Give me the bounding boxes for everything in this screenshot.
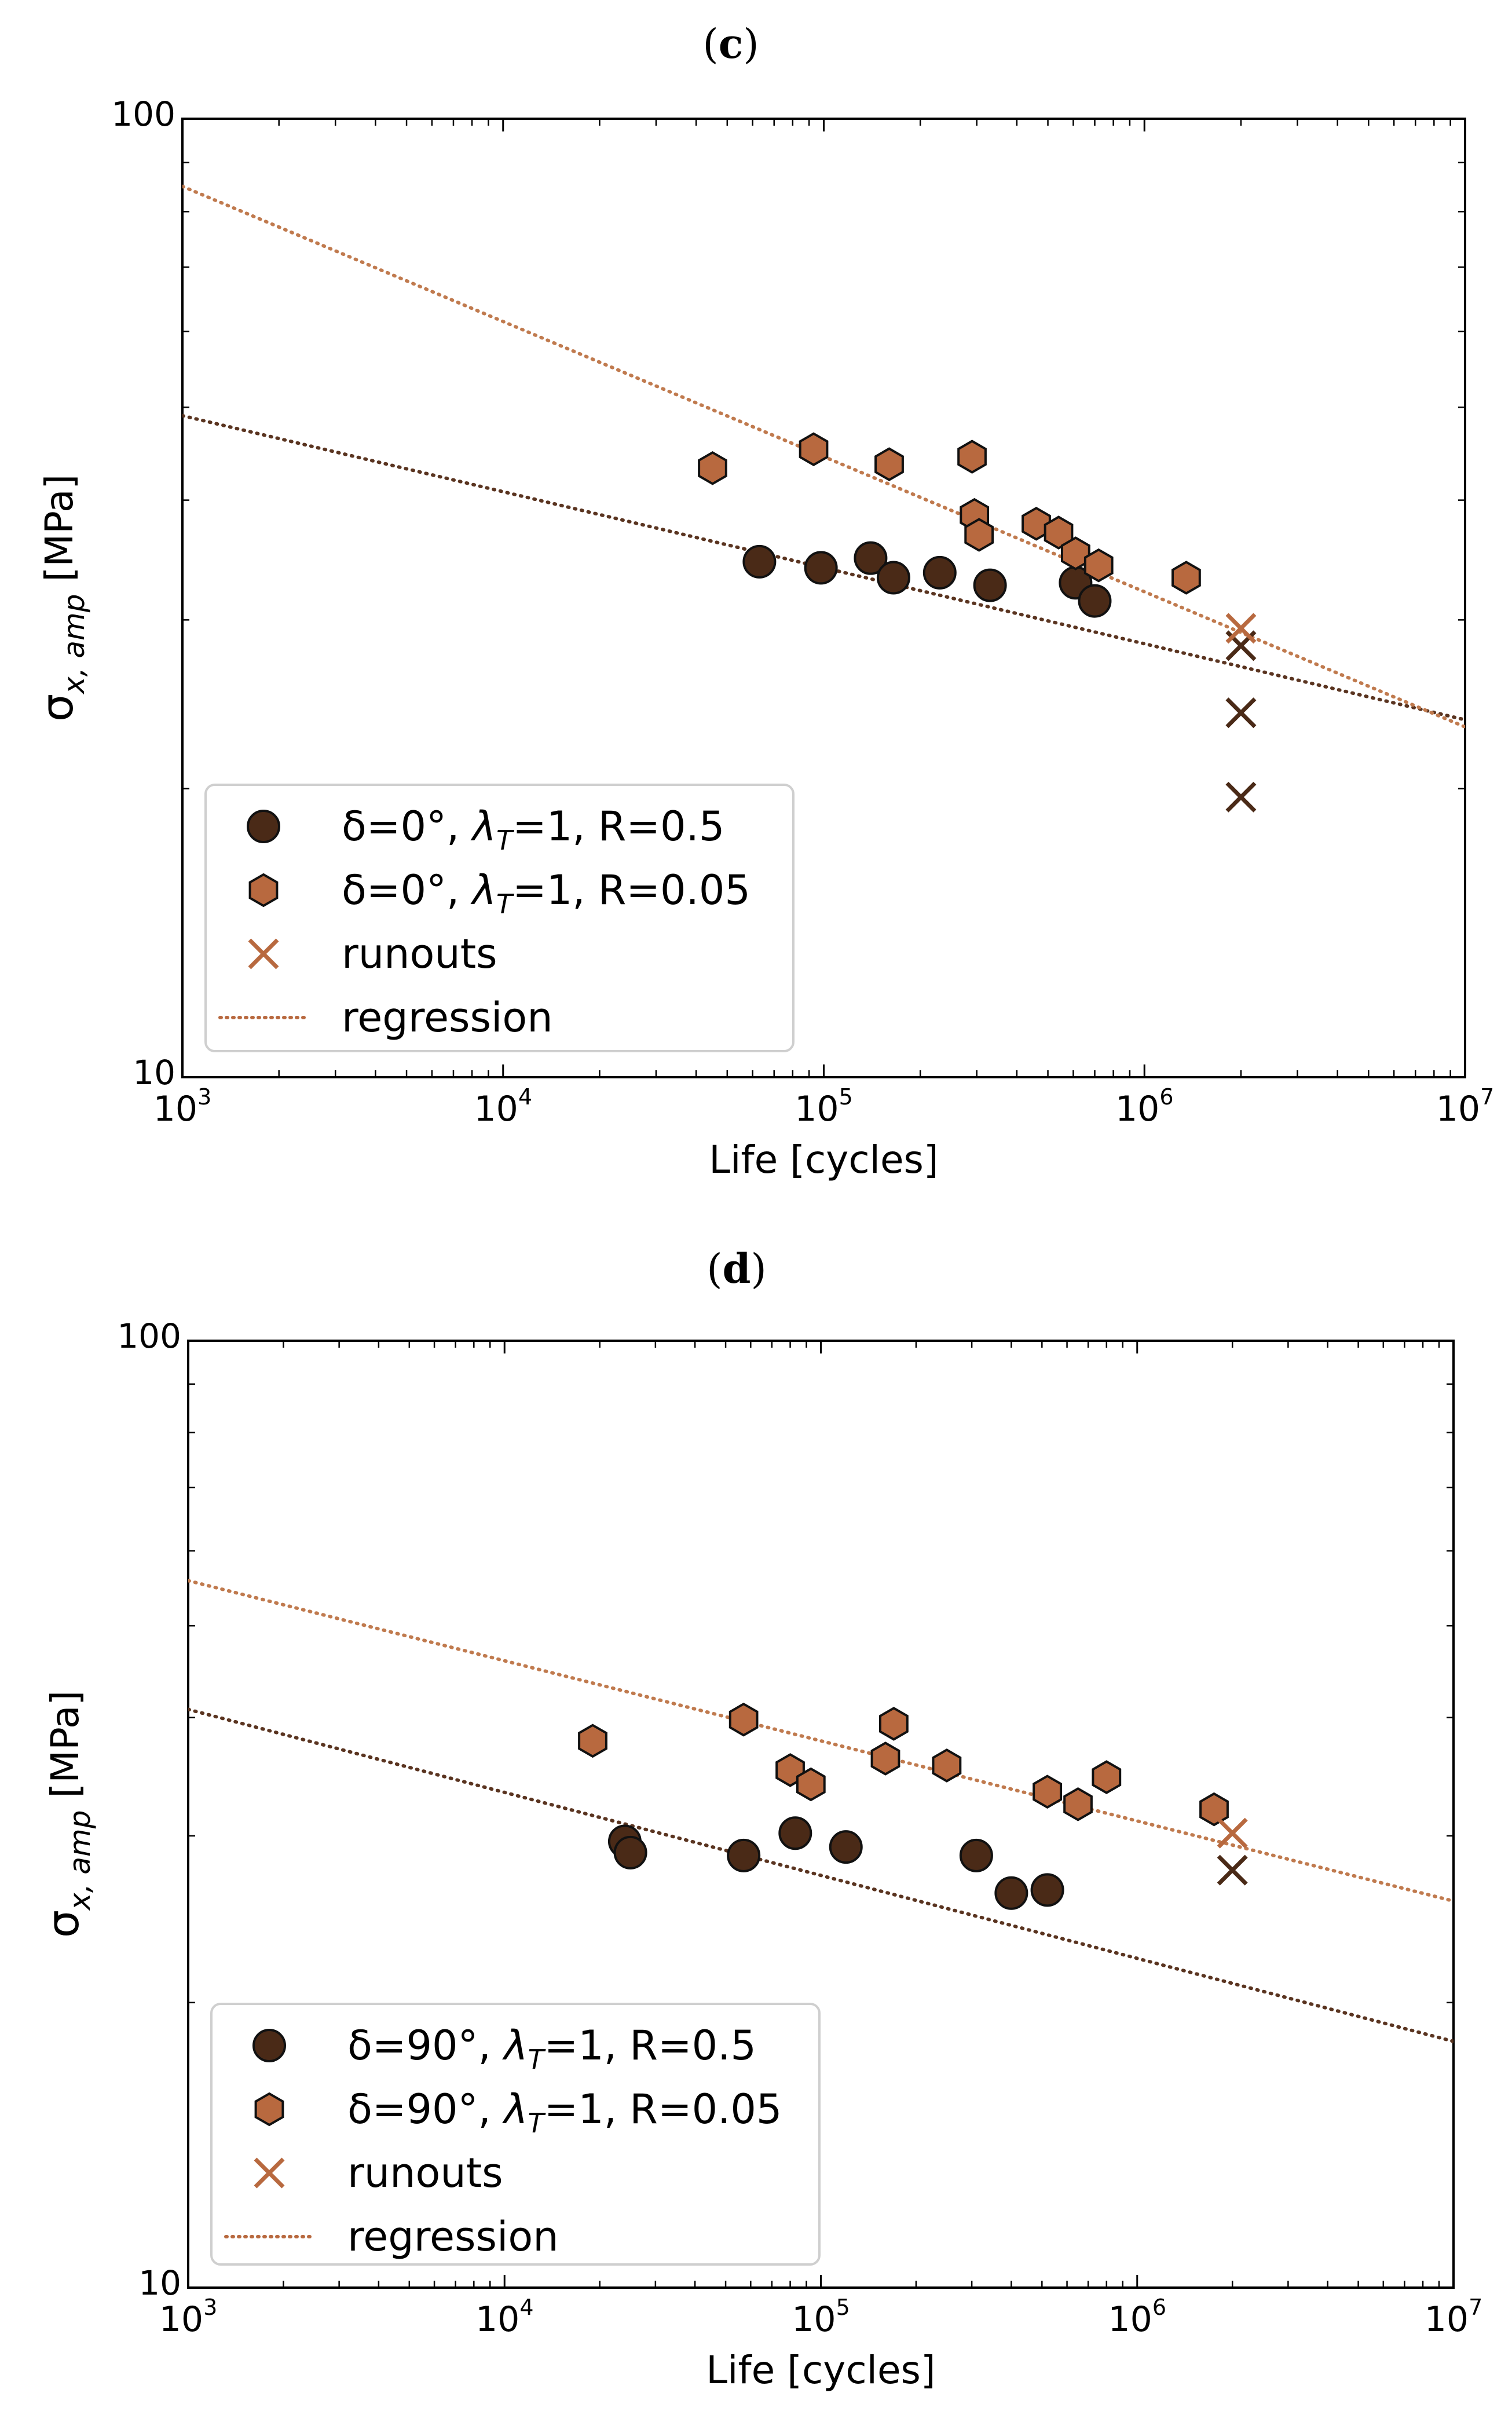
legend-label: runouts <box>347 2149 503 2197</box>
x-tick-label: 103 <box>159 2295 218 2340</box>
y-tick-label: 100 <box>111 94 175 134</box>
data-point <box>727 1838 761 1872</box>
legend-marker <box>254 2092 284 2127</box>
data-point <box>829 1830 863 1864</box>
legend-box <box>210 2003 821 2266</box>
y-tick-label: 100 <box>117 1316 181 1356</box>
legend-marker <box>252 2029 286 2062</box>
runout-marker <box>1217 1817 1248 1849</box>
data-point <box>922 555 957 590</box>
panel-label-c: (c) <box>702 20 759 68</box>
legend-label: δ=90°, λT=1, R=0.05 <box>347 2086 782 2139</box>
runout-marker <box>1217 1854 1248 1886</box>
data-point <box>874 447 904 481</box>
data-point <box>957 440 987 474</box>
legend-label: δ=0°, λT=1, R=0.5 <box>342 803 724 856</box>
data-point <box>973 568 1007 602</box>
data-point <box>964 518 994 552</box>
x-tick-label: 104 <box>474 1084 532 1129</box>
x-tick-label: 105 <box>795 1084 853 1129</box>
data-point <box>799 432 829 467</box>
data-point <box>613 1835 647 1869</box>
legend-marker <box>254 2157 285 2189</box>
data-point <box>1171 561 1201 595</box>
data-point <box>932 1748 962 1783</box>
data-point <box>698 451 727 485</box>
x-tick-label: 105 <box>792 2295 850 2340</box>
data-point <box>804 551 838 585</box>
data-point <box>1033 1775 1062 1809</box>
plot-data <box>182 184 1465 813</box>
y-axis-label: σx, amp [MPa] <box>31 474 91 722</box>
y-axis-label: σx, amp [MPa] <box>37 1691 97 1938</box>
panel-label-d: (d) <box>706 1245 767 1293</box>
data-point <box>1199 1792 1229 1827</box>
legend-marker <box>247 810 280 843</box>
legend-label: regression <box>347 2213 559 2260</box>
data-point <box>742 544 777 579</box>
chart-panel-c: 103 104 105 106 107 10 100 Life [cycles] σx, amp… <box>31 94 1494 1182</box>
regression-line <box>188 1707 1454 2043</box>
data-point <box>1078 584 1112 618</box>
legend-label: δ=0°, λT=1, R=0.05 <box>342 866 750 920</box>
x-tick-label: 107 <box>1436 1084 1495 1129</box>
regression-line <box>188 1579 1454 1903</box>
legend-box <box>204 784 795 1052</box>
runout-marker <box>1225 781 1257 813</box>
data-point <box>1044 515 1074 550</box>
data-point <box>1061 536 1090 570</box>
chart-panel-d: 103 104 105 106 107 10 100 Life [cycles] σx, amp… <box>37 1316 1482 2392</box>
y-tick-label: 10 <box>133 1053 175 1092</box>
panel-letter-c: c <box>719 20 744 68</box>
x-tick-label: 103 <box>153 1084 212 1129</box>
legend-marker <box>248 873 279 908</box>
data-point <box>1022 506 1051 541</box>
data-point <box>879 1707 909 1741</box>
legend-label: regression <box>342 994 553 1041</box>
x-axis-label: Life [cycles] <box>706 2348 935 2392</box>
legend-label: δ=90°, λT=1, R=0.5 <box>347 2022 756 2075</box>
data-point <box>578 1724 607 1758</box>
x-axis-label: Life [cycles] <box>709 1137 938 1182</box>
data-point <box>854 541 888 575</box>
data-point <box>728 1702 759 1737</box>
x-tick-label: 107 <box>1425 2295 1483 2340</box>
x-tick-label: 106 <box>1108 2295 1166 2340</box>
data-point <box>870 1742 900 1776</box>
data-point <box>959 1838 993 1872</box>
data-point <box>796 1767 826 1802</box>
legend-marker <box>248 938 279 969</box>
legend-label: runouts <box>342 930 497 978</box>
data-point <box>1083 548 1114 583</box>
runout-marker <box>1225 613 1257 644</box>
runout-marker <box>1225 697 1257 729</box>
data-point <box>1092 1760 1122 1794</box>
data-point <box>1030 1873 1064 1907</box>
data-point <box>876 561 910 595</box>
panel-letter-d: d <box>723 1245 751 1293</box>
plot-data <box>188 1579 1454 2043</box>
y-tick-label: 10 <box>138 2263 181 2303</box>
x-tick-label: 106 <box>1115 1084 1174 1129</box>
x-tick-label: 104 <box>475 2295 534 2340</box>
data-point <box>1063 1787 1093 1821</box>
data-point <box>994 1876 1028 1910</box>
data-point <box>778 1816 812 1850</box>
